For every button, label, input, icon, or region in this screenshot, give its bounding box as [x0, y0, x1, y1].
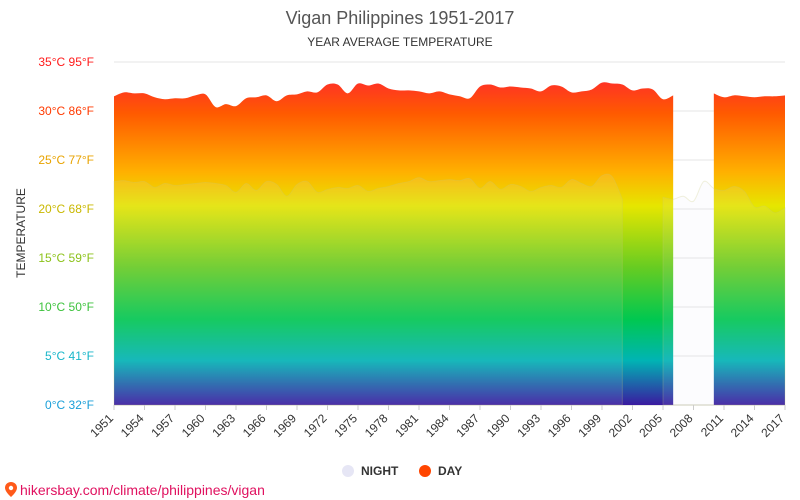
night-area: [662, 180, 786, 406]
y-tick-label: 20°C 68°F: [38, 202, 94, 216]
x-tick-label: 1984: [423, 411, 452, 440]
chart-subtitle: YEAR AVERAGE TEMPERATURE: [307, 35, 492, 49]
x-tick-label: 1990: [484, 411, 513, 440]
y-axis-title: TEMPERATURE: [14, 188, 28, 278]
legend-marker-night: [342, 465, 354, 477]
legend-label-day: DAY: [438, 464, 462, 478]
x-tick-label: 1981: [392, 411, 421, 440]
y-tick-label: 0°C 32°F: [45, 398, 94, 412]
y-tick-label: 10°C 50°F: [38, 300, 94, 314]
x-tick-label: 1972: [301, 411, 330, 440]
x-tick-label: 2014: [728, 411, 757, 440]
x-tick-label: 1996: [545, 411, 574, 440]
legend-marker-day: [419, 465, 431, 477]
x-tick-label: 1987: [453, 411, 482, 440]
legend: NIGHT DAY: [342, 464, 462, 478]
x-tick-label: 2011: [698, 411, 726, 439]
x-tick-label: 2008: [667, 411, 696, 440]
y-tick-label: 30°C 86°F: [38, 104, 94, 118]
chart-title: Vigan Philippines 1951-2017: [286, 8, 515, 28]
y-axis-ticks: 0°C 32°F 5°C 41°F 10°C 50°F 15°C 59°F 20°C 6…: [38, 55, 94, 412]
x-tick-label: 1978: [362, 411, 391, 440]
x-tick-label: 2005: [636, 411, 665, 440]
source-text: hikersbay.com/climate/philippines/vigan: [20, 482, 265, 498]
x-tick-label: 1957: [148, 411, 177, 440]
source-link[interactable]: hikersbay.com/climate/philippines/vigan: [5, 482, 265, 498]
x-tick-label: 1960: [179, 411, 208, 440]
x-tick-label: 1993: [514, 411, 543, 440]
y-tick-label: 15°C 59°F: [38, 251, 94, 265]
location-pin-icon: [5, 482, 17, 497]
legend-item-night[interactable]: NIGHT: [342, 464, 399, 478]
x-tick-label: 1966: [240, 411, 269, 440]
legend-item-day[interactable]: DAY: [419, 464, 462, 478]
x-axis-ticks: 1951 1954 1957 1960 1963 1966 1969 1972 1975 1978…: [87, 405, 787, 440]
x-tick-label: 1999: [575, 411, 604, 440]
x-tick-label: 2002: [606, 411, 635, 440]
y-tick-label: 5°C 41°F: [45, 349, 94, 363]
x-tick-label: 1963: [209, 411, 238, 440]
x-tick-label: 1951: [87, 411, 116, 440]
y-tick-label: 35°C 95°F: [38, 55, 94, 69]
y-tick-label: 25°C 77°F: [38, 153, 94, 167]
night-area: [113, 173, 623, 406]
x-tick-label: 1975: [331, 411, 360, 440]
plot-areas: [113, 82, 786, 406]
x-tick-label: 1954: [118, 411, 147, 440]
x-tick-label: 1969: [270, 411, 299, 440]
legend-label-night: NIGHT: [361, 464, 399, 478]
x-tick-label: 2017: [758, 411, 787, 440]
day-area: [114, 82, 674, 405]
day-area: [713, 93, 785, 406]
